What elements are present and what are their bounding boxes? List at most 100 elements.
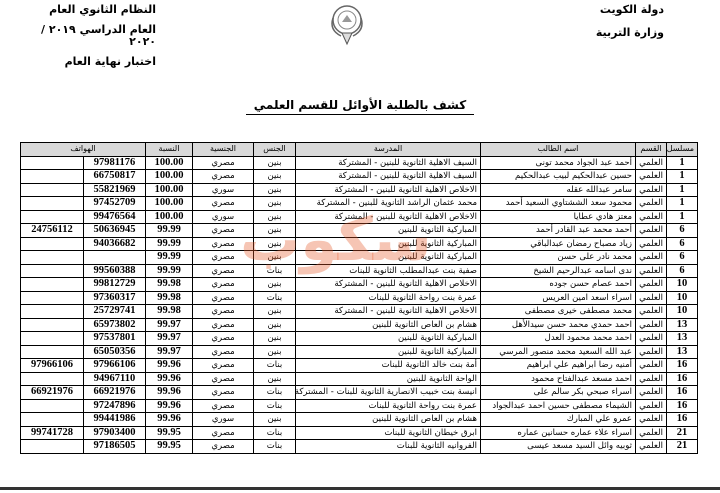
nationality-cell: مصري bbox=[192, 331, 254, 346]
section-cell: العلمي bbox=[635, 290, 667, 305]
gender-cell: بنين bbox=[253, 236, 296, 251]
phone2-cell bbox=[20, 155, 84, 170]
gender-cell: بنات bbox=[253, 358, 296, 373]
section-cell: العلمي bbox=[635, 196, 667, 211]
nationality-cell: سوري bbox=[192, 412, 254, 427]
percentage-cell: 99.97 bbox=[145, 331, 193, 346]
student-name-cell: محمد مصطفى خيرى مصطفى bbox=[480, 304, 636, 319]
phone2-cell bbox=[20, 331, 84, 346]
phone1-cell: 97360317 bbox=[83, 290, 146, 305]
column-header-gender: الجنس bbox=[253, 142, 296, 157]
percentage-cell: 99.95 bbox=[145, 439, 193, 454]
school-cell: الاخلاص الاهلية الثانوية للبنين - المشتر… bbox=[295, 304, 481, 319]
phone2-cell bbox=[20, 290, 84, 305]
student-name-cell: الشيماء مصطفى حسين احمد عبدالجواد bbox=[480, 398, 636, 413]
gender-cell: بنات bbox=[253, 290, 296, 305]
nationality-cell: مصري bbox=[192, 277, 254, 292]
exam-name: اختبار نهاية العام bbox=[64, 55, 156, 68]
phone1-cell: 97186505 bbox=[83, 439, 146, 454]
nationality-cell: مصري bbox=[192, 223, 254, 238]
gender-cell: بنين bbox=[253, 155, 296, 170]
school-cell: عمرة بنت رواحة الثانوية للبنات bbox=[295, 290, 481, 305]
student-name-cell: اسراء صبحي بكر سالم على bbox=[480, 385, 636, 400]
nationality-cell: مصري bbox=[192, 398, 254, 413]
school-cell: الاخلاص الاهلية الثانوية للبنين - المشتر… bbox=[295, 182, 481, 197]
serial-cell: 13 bbox=[666, 317, 698, 332]
phone2-cell: 97966106 bbox=[20, 358, 84, 373]
percentage-cell: 100.00 bbox=[145, 169, 193, 184]
serial-cell: 16 bbox=[666, 385, 698, 400]
school-cell: محمد عثمان الراشد الثانوية للبنين - المش… bbox=[295, 196, 481, 211]
nationality-cell: مصري bbox=[192, 236, 254, 251]
gender-cell: بنين bbox=[253, 371, 296, 386]
student-name-cell: عمرو علي المبارك bbox=[480, 412, 636, 427]
section-cell: العلمي bbox=[635, 263, 667, 278]
gender-cell: بنين bbox=[253, 317, 296, 332]
phone1-cell bbox=[83, 250, 146, 265]
school-cell: الاخلاص الاهلية الثانوية للبنين - المشتر… bbox=[295, 209, 481, 224]
table-row: 6 العلمي أحمد محمد عبد القادر أحمد المباركي… bbox=[20, 223, 698, 238]
phone1-cell: 97981176 bbox=[83, 155, 146, 170]
phone2-cell bbox=[20, 182, 84, 197]
state-name: دولة الكويت bbox=[599, 3, 664, 16]
phone1-cell: 55821969 bbox=[83, 182, 146, 197]
nationality-cell: مصري bbox=[192, 155, 254, 170]
percentage-cell: 99.96 bbox=[145, 385, 193, 400]
student-name-cell: زياد مصباح رمضان عبدالباقي bbox=[480, 236, 636, 251]
student-name-cell: اسراء علاء عماره حسانين عماره bbox=[480, 425, 636, 440]
section-cell: العلمي bbox=[635, 250, 667, 265]
phone2-cell bbox=[20, 236, 84, 251]
student-name-cell: سامر عبدالله عقله bbox=[480, 182, 636, 197]
percentage-cell: 99.99 bbox=[145, 250, 193, 265]
table-row: 1 العلمي حسين عبدالحكيم لبيب عبدالحكيم السي… bbox=[20, 169, 698, 184]
nationality-cell: مصري bbox=[192, 385, 254, 400]
student-name-cell: ندى اسامه عبدالرحيم الشيخ bbox=[480, 263, 636, 278]
gender-cell: بنين bbox=[253, 209, 296, 224]
school-cell: السيف الاهلية الثانوية للبنين - المشتركة bbox=[295, 169, 481, 184]
nationality-cell: مصري bbox=[192, 250, 254, 265]
section-cell: العلمي bbox=[635, 182, 667, 197]
column-header-nationality: الجنسية bbox=[192, 142, 254, 157]
table-row: 13 العلمي احمد حمدي محمد حسن سيدالأهل هشام … bbox=[20, 317, 698, 332]
percentage-cell: 99.96 bbox=[145, 358, 193, 373]
student-name-cell: أحمد محمد عبد القادر أحمد bbox=[480, 223, 636, 238]
section-cell: العلمي bbox=[635, 155, 667, 170]
table-row: 16 العلمي الشيماء مصطفى حسين احمد عبدالجوا… bbox=[20, 398, 698, 413]
serial-cell: 10 bbox=[666, 277, 698, 292]
student-name-cell: احمد حمدي محمد حسن سيدالأهل bbox=[480, 317, 636, 332]
table-row: 21 العلمي اسراء علاء عماره حسانين عماره ابر… bbox=[20, 425, 698, 440]
serial-cell: 16 bbox=[666, 358, 698, 373]
percentage-cell: 100.00 bbox=[145, 209, 193, 224]
table-row: 13 العلمي احمد محمد محمود العدل المباركية ا… bbox=[20, 331, 698, 346]
percentage-cell: 100.00 bbox=[145, 196, 193, 211]
phone2-cell bbox=[20, 209, 84, 224]
student-name-cell: ثوبيه وائل السيد مسعد عيسى bbox=[480, 439, 636, 454]
page-title: كشف بالطلبة الأوائل للقسم العلمي bbox=[0, 98, 720, 115]
column-header-school: المدرسة bbox=[295, 142, 481, 157]
phone1-cell: 94036682 bbox=[83, 236, 146, 251]
nationality-cell: مصري bbox=[192, 290, 254, 305]
phone1-cell: 99476564 bbox=[83, 209, 146, 224]
percentage-cell: 99.98 bbox=[145, 277, 193, 292]
table-row: 1 العلمي أحمد عبد الجواد محمد تونى السيف ال… bbox=[20, 155, 698, 170]
table-row: 13 العلمي عبد الله السعيد محمد منصور المرس… bbox=[20, 344, 698, 359]
school-cell: انيسة بنت خبيب الانصارية الثانوية للبنات… bbox=[295, 385, 481, 400]
phone1-cell: 99441986 bbox=[83, 412, 146, 427]
phone1-cell: 99812729 bbox=[83, 277, 146, 292]
bottom-divider bbox=[0, 487, 720, 490]
school-cell: عمرة بنت رواحة الثانوية للبنات bbox=[295, 398, 481, 413]
serial-cell: 6 bbox=[666, 250, 698, 265]
school-cell: ابرق خيطان الثانوية للبنات bbox=[295, 425, 481, 440]
serial-cell: 1 bbox=[666, 209, 698, 224]
serial-cell: 1 bbox=[666, 196, 698, 211]
section-cell: العلمي bbox=[635, 358, 667, 373]
percentage-cell: 99.96 bbox=[145, 371, 193, 386]
percentage-cell: 99.99 bbox=[145, 263, 193, 278]
gender-cell: بنين bbox=[253, 196, 296, 211]
serial-cell: 6 bbox=[666, 223, 698, 238]
student-name-cell: معتز هادي عطايا bbox=[480, 209, 636, 224]
system-name: النظام الثانوي العام bbox=[49, 3, 156, 16]
table-row: 16 العلمي عمرو علي المبارك هشام بن العاص ال… bbox=[20, 412, 698, 427]
phone2-cell: 66921976 bbox=[20, 385, 84, 400]
nationality-cell: مصري bbox=[192, 196, 254, 211]
